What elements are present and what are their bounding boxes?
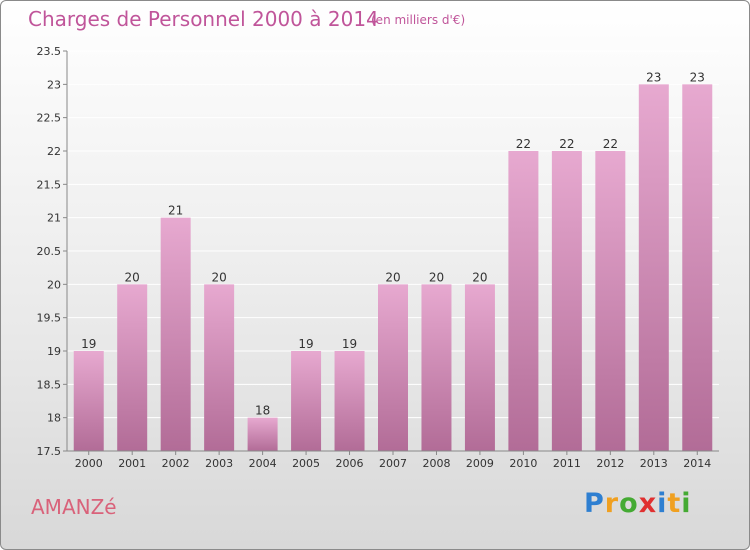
bar-2010 — [508, 151, 539, 451]
logo-letter: o — [619, 488, 639, 519]
data-label: 19 — [298, 337, 313, 351]
data-label: 20 — [429, 270, 444, 284]
bar-2008 — [421, 284, 452, 451]
logo-letter: P — [584, 488, 605, 519]
x-tick-label: 2002 — [162, 457, 190, 470]
x-tick-label: 2014 — [683, 457, 711, 470]
y-tick-label: 23.5 — [37, 45, 62, 58]
bar-2003 — [204, 284, 235, 451]
y-tick-label: 20.5 — [37, 245, 62, 258]
axes: 17.5 18 18.5 19 19.5 20 20.5 21 21.5 22 22.5 23 23.5… — [37, 45, 719, 470]
bars: 19 20 21 20 18 19 19 20 20 20 22 22 22 23 23 — [73, 70, 713, 451]
x-tick-label: 2008 — [422, 457, 450, 470]
bar-2014 — [682, 84, 713, 451]
y-tick-label: 22.5 — [37, 112, 62, 125]
x-tick-label: 2012 — [596, 457, 624, 470]
proxiti-logo: Proxiti — [584, 488, 692, 519]
bar-2002 — [160, 217, 191, 451]
data-label: 19 — [342, 337, 357, 351]
data-label: 22 — [603, 137, 618, 151]
chart-title: Charges de Personnel 2000 à 2014 — [28, 7, 379, 31]
logo-letter: x — [638, 488, 658, 519]
data-label: 20 — [385, 270, 400, 284]
commune-name: AMANZé — [31, 495, 117, 519]
data-label: 23 — [646, 70, 661, 84]
bar-2007 — [378, 284, 408, 451]
y-tick-label: 21 — [47, 212, 61, 225]
y-tick-label: 22 — [47, 145, 61, 158]
bar-2006 — [334, 351, 365, 451]
data-label: 21 — [168, 204, 183, 218]
bar-2012 — [595, 151, 626, 451]
x-tick-label: 2007 — [379, 457, 407, 470]
x-tick-label: 2001 — [118, 457, 146, 470]
chart-subtitle: (en milliers d'€) — [371, 13, 466, 27]
y-tick-label: 18.5 — [37, 378, 62, 391]
bar-2013 — [638, 84, 669, 451]
y-tick-label: 19 — [47, 345, 61, 358]
x-tick-label: 2013 — [640, 457, 668, 470]
y-tick-label: 19.5 — [37, 312, 62, 325]
data-label: 22 — [559, 137, 574, 151]
logo-letter: r — [604, 488, 620, 519]
x-tick-label: 2005 — [292, 457, 320, 470]
y-tick-label: 21.5 — [37, 178, 62, 191]
data-label: 20 — [472, 270, 487, 284]
bar-2001 — [117, 284, 148, 451]
bar-2009 — [464, 284, 495, 451]
x-tick-label: 2003 — [205, 457, 233, 470]
logo-letter: t — [667, 488, 682, 519]
x-tick-label: 2011 — [553, 457, 581, 470]
data-label: 20 — [211, 270, 226, 284]
bar-2005 — [291, 351, 322, 451]
data-label: 20 — [125, 270, 140, 284]
x-tick-label: 2010 — [509, 457, 537, 470]
y-tick-label: 17.5 — [37, 445, 62, 458]
logo-letter: i — [657, 488, 668, 519]
x-tick-label: 2004 — [249, 457, 277, 470]
bar-2000 — [73, 351, 104, 451]
data-label: 18 — [255, 404, 270, 418]
y-tick-label: 23 — [47, 78, 61, 91]
x-tick-label: 2006 — [336, 457, 364, 470]
data-label: 22 — [516, 137, 531, 151]
x-tick-label: 2000 — [75, 457, 103, 470]
data-label: 19 — [81, 337, 96, 351]
y-tick-label: 20 — [47, 278, 61, 291]
bar-2011 — [551, 151, 582, 451]
x-tick-label: 2009 — [466, 457, 494, 470]
y-tick-label: 18 — [47, 412, 61, 425]
logo-letter: i — [681, 488, 692, 519]
bar-2004 — [247, 417, 278, 451]
data-label: 23 — [690, 70, 705, 84]
